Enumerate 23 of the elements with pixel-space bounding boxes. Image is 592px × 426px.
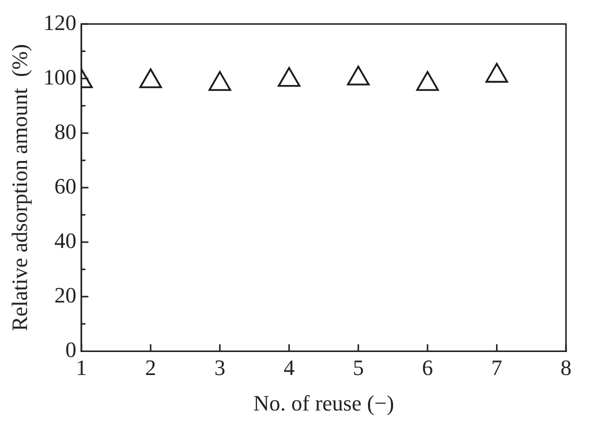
point xyxy=(347,66,370,86)
x-tick-label: 2 xyxy=(145,355,156,380)
point xyxy=(278,66,300,87)
y-tick-label: 120 xyxy=(43,10,76,35)
point xyxy=(208,71,232,91)
y-axis-title: Relative adsorption amount (%) xyxy=(6,44,32,332)
y-tick-label: 20 xyxy=(54,282,76,308)
y-tick-label: 40 xyxy=(54,228,76,253)
point xyxy=(485,62,508,83)
y-tick-label: 100 xyxy=(43,64,76,90)
x-tick-label: 6 xyxy=(422,355,434,380)
y-tick-label: 0 xyxy=(65,336,76,362)
x-tick-label: 7 xyxy=(491,355,502,380)
x-tick-label: 3 xyxy=(214,355,226,380)
x-tick-label: 1 xyxy=(76,355,87,380)
x-tick-label: 5 xyxy=(352,355,364,380)
x-tick-label: 4 xyxy=(284,355,295,380)
x-axis-title: No. of reuse (−) xyxy=(253,390,394,416)
y-tick-label: 60 xyxy=(54,173,76,198)
point xyxy=(139,68,162,88)
x-tick-label: 8 xyxy=(560,355,572,380)
y-tick-label: 80 xyxy=(54,118,76,144)
point xyxy=(416,71,439,91)
